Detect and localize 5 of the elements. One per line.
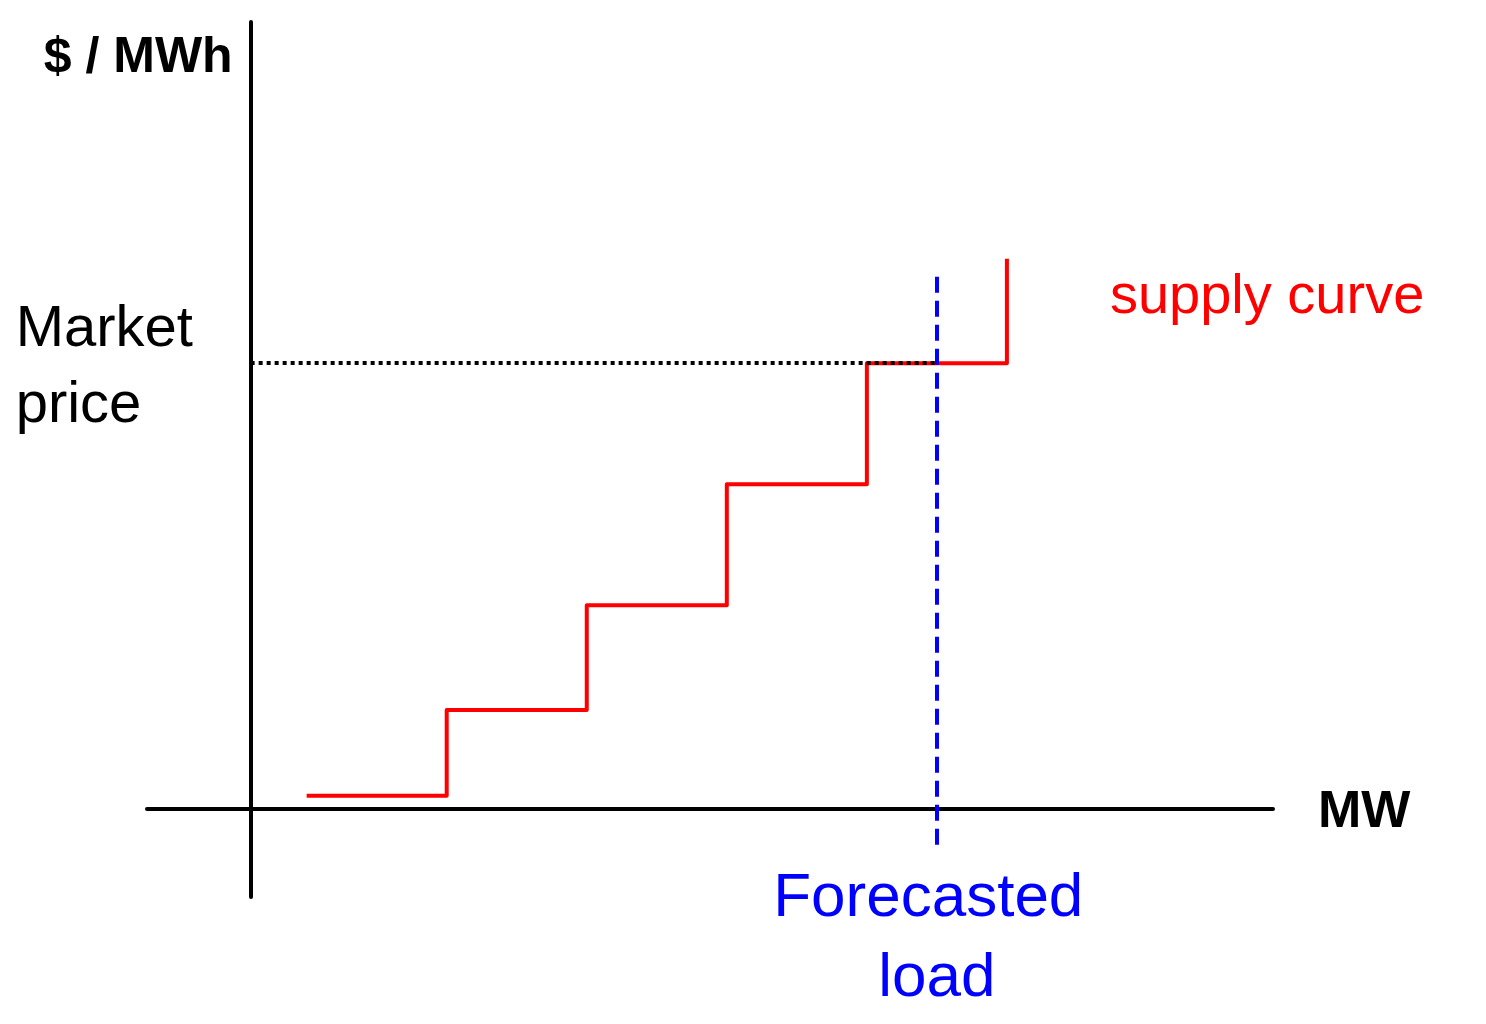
series-label: supply curve (1109, 262, 1425, 326)
ref-line-label: Market price (15, 292, 210, 434)
text: Forecasted load (773, 860, 1084, 1010)
y-axis-title: $ / MWh (43, 27, 233, 83)
x-axis-title: MW (1318, 779, 1412, 838)
